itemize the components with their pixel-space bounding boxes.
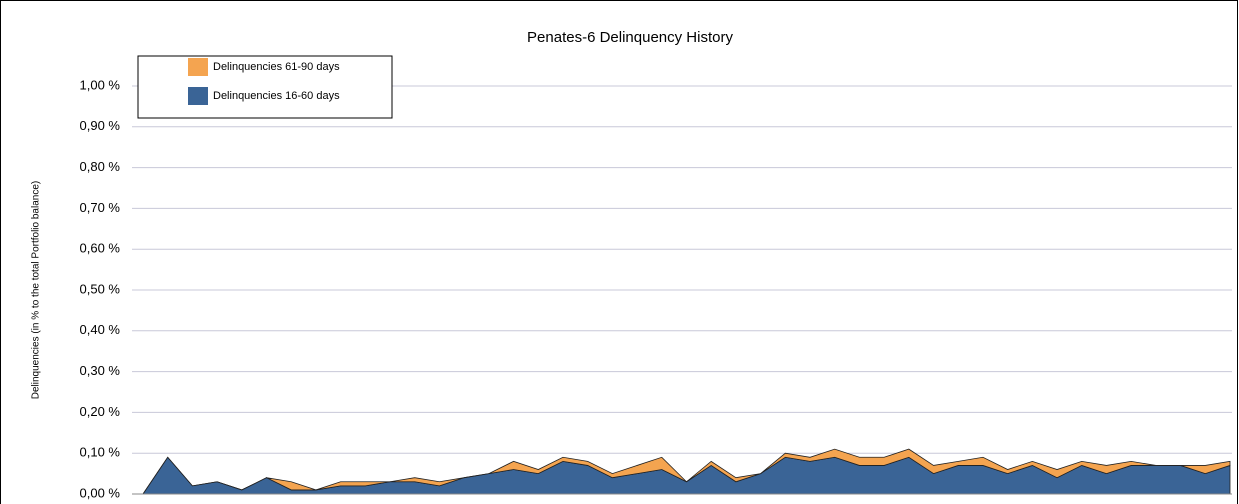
y-tick-label: 0,30 % (80, 363, 121, 378)
y-tick-label: 0,00 % (80, 485, 121, 500)
area (142, 448, 1231, 495)
y-tick-label: 0,20 % (80, 404, 121, 419)
y-axis-label: Delinquencies (in % to the total Portfol… (31, 181, 42, 399)
legend-swatch (188, 58, 208, 76)
legend-label: Delinquencies 61-90 days (213, 61, 340, 73)
y-tick-label: 0,90 % (80, 118, 121, 133)
y-tick-label: 0,40 % (80, 322, 121, 337)
y-tick-label: 0,70 % (80, 200, 121, 215)
y-tick-label: 0,80 % (80, 159, 121, 174)
y-tick-label: 0,50 % (80, 281, 121, 296)
y-tick-label: 1,00 % (80, 77, 121, 92)
y-tick-label: 0,60 % (80, 241, 121, 256)
chart-title: Penates-6 Delinquency History (527, 29, 733, 46)
legend-label: Delinquencies 16-60 days (213, 90, 340, 102)
y-tick-label: 0,10 % (80, 445, 121, 460)
legend-box (137, 55, 393, 119)
legend-swatch (188, 87, 208, 105)
